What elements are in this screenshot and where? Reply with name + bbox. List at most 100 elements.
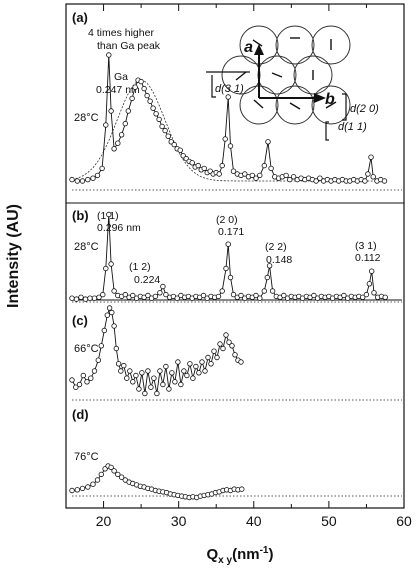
peak-11-d: 0.296 nm <box>97 222 141 234</box>
inset-axes <box>254 44 326 103</box>
data-point <box>118 368 124 374</box>
molecule-dash <box>325 101 337 109</box>
lattice-circle <box>293 55 333 95</box>
data-point <box>202 368 208 374</box>
data-point <box>148 384 154 390</box>
data-point <box>219 162 225 169</box>
data-point <box>100 291 106 298</box>
data-point <box>132 84 138 90</box>
data-point <box>103 122 109 128</box>
data-point <box>230 291 237 298</box>
data-point <box>223 265 229 272</box>
panel-b: (b) 28°C (1 1) 0.296 nm (1 2) 0.224 (2 0… <box>69 208 402 303</box>
peak-12-d: 0.224 <box>134 274 160 286</box>
data-point <box>124 375 130 381</box>
inset-molecule-dashes <box>235 37 337 110</box>
data-point <box>127 368 133 374</box>
data-point <box>227 143 234 149</box>
molecule-dash <box>235 71 247 81</box>
data-point <box>223 332 229 338</box>
data-point <box>238 292 244 299</box>
data-point <box>225 241 231 247</box>
data-point <box>145 368 151 374</box>
data-point <box>195 162 201 169</box>
data-point <box>108 108 114 114</box>
data-point <box>189 160 195 166</box>
d20-bracket <box>342 93 347 121</box>
data-point <box>78 294 84 300</box>
data-point <box>371 290 377 296</box>
data-point <box>368 154 374 160</box>
data-point <box>238 359 244 365</box>
data-point <box>82 296 89 302</box>
data-point <box>118 474 125 480</box>
data-point <box>90 481 96 487</box>
data-point <box>84 379 90 385</box>
data-point <box>111 323 117 329</box>
frame <box>65 3 405 509</box>
molecule-dash <box>252 39 263 47</box>
panel-d-temperature: 76°C <box>74 451 99 463</box>
panel-d: (d) 76°C <box>69 407 402 501</box>
data-point <box>341 292 347 299</box>
ga-fit-curve <box>71 79 385 182</box>
lattice-circle <box>275 25 315 65</box>
data-point <box>85 484 91 490</box>
data-point <box>362 178 368 184</box>
d31-bracket <box>211 75 216 98</box>
data-point <box>153 111 159 117</box>
data-point <box>69 377 75 383</box>
data-point <box>290 174 297 180</box>
data-point <box>382 294 388 300</box>
data-point <box>122 120 128 127</box>
peak-31-hk: (3 1) <box>355 240 377 252</box>
data-point <box>281 292 287 299</box>
data-point <box>145 292 151 299</box>
data-point <box>159 123 165 130</box>
inset-d11: d(1 1) <box>338 121 367 133</box>
data-point <box>142 390 148 397</box>
data-point <box>94 477 101 483</box>
x-tick-label: 60 <box>396 513 412 529</box>
data-point <box>115 140 121 146</box>
data-point <box>98 343 104 349</box>
inset-distance-marks <box>206 71 347 141</box>
data-point <box>125 108 131 114</box>
x-tick-label: 50 <box>321 513 337 529</box>
data-point <box>268 165 274 172</box>
data-point <box>69 176 75 183</box>
data-point <box>257 295 263 301</box>
data-point <box>283 172 289 179</box>
data-point <box>74 178 80 184</box>
data-point <box>157 368 163 374</box>
data-point <box>166 386 172 392</box>
data-point <box>115 471 121 478</box>
data-point <box>169 370 175 376</box>
data-point <box>219 288 225 294</box>
data-point <box>287 176 293 183</box>
plot-frame <box>65 3 405 509</box>
panel-c-letter: (c) <box>72 313 88 328</box>
panel-c-temperature: 66°C <box>74 343 99 355</box>
data-point <box>242 171 248 177</box>
data-point <box>147 98 153 104</box>
x-tick-label: 20 <box>96 513 112 529</box>
panel-d-letter: (d) <box>72 407 89 422</box>
data-point <box>73 296 80 302</box>
data-point <box>160 283 166 290</box>
data-point <box>154 390 160 397</box>
data-point <box>365 171 371 177</box>
data-point <box>381 178 388 184</box>
data-point <box>76 381 83 388</box>
data-point <box>266 263 273 269</box>
panel-b-letter: (b) <box>72 208 89 223</box>
data-point <box>162 127 168 134</box>
data-point <box>261 288 267 294</box>
panel-a-note-line1: 4 times higher <box>88 27 154 39</box>
data-point <box>230 168 237 174</box>
data-point <box>151 375 157 381</box>
data-point <box>187 361 193 367</box>
peak-31-d: 0.112 <box>355 252 381 264</box>
data-point <box>130 292 136 299</box>
